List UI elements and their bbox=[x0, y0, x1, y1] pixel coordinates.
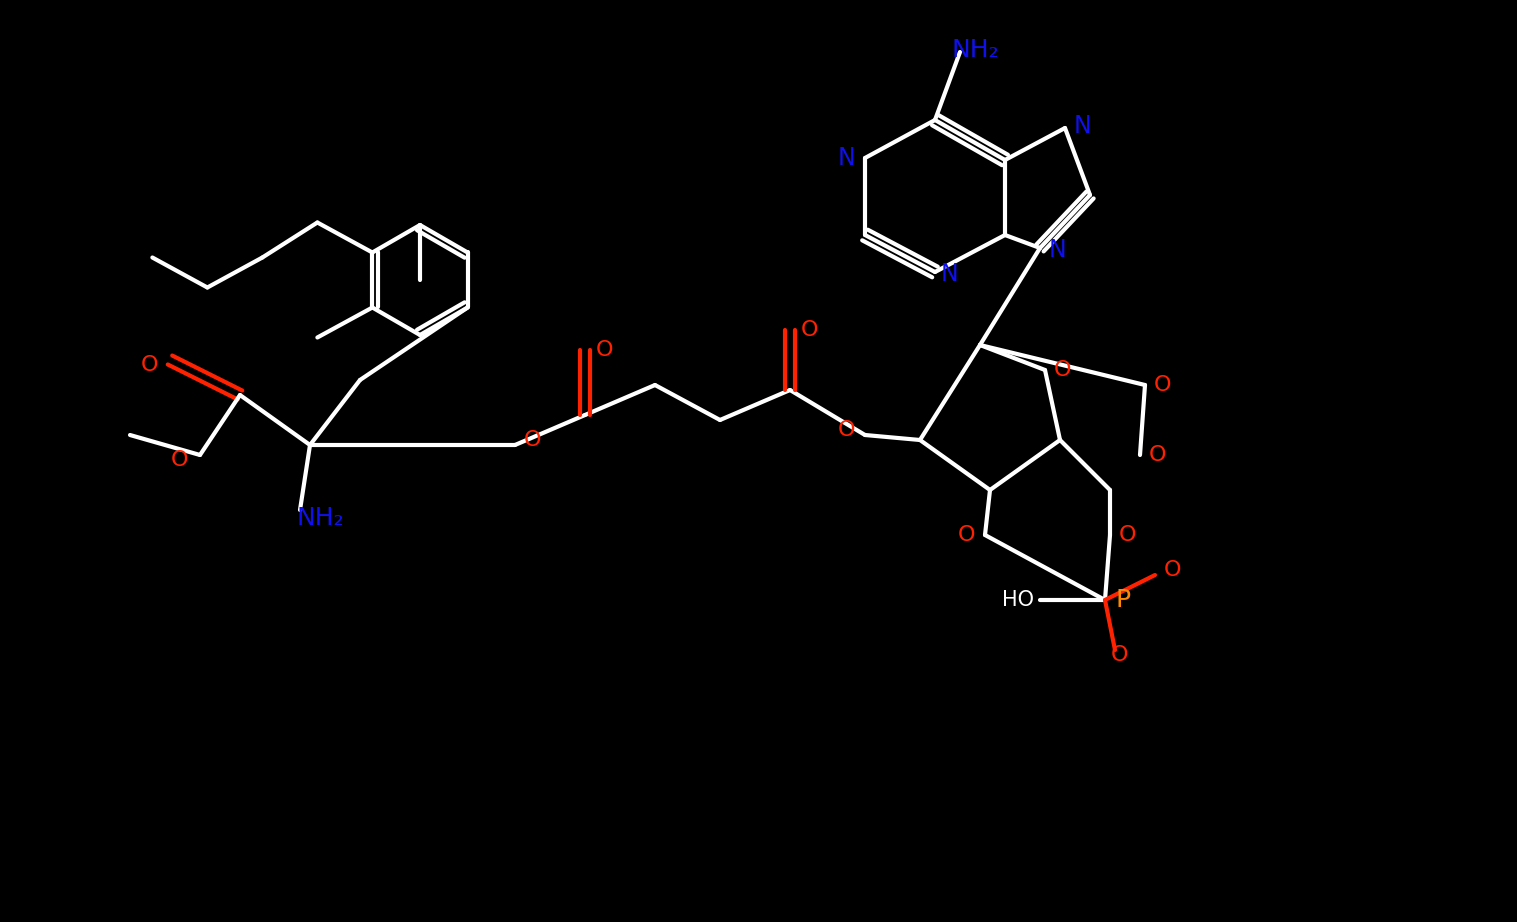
Text: O: O bbox=[1164, 560, 1182, 580]
Text: O: O bbox=[171, 450, 188, 470]
Text: N: N bbox=[1050, 238, 1066, 262]
Text: NH₂: NH₂ bbox=[296, 506, 344, 530]
Text: O: O bbox=[141, 355, 159, 375]
Text: O: O bbox=[839, 420, 856, 440]
Text: O: O bbox=[1154, 375, 1171, 395]
Text: O: O bbox=[959, 525, 975, 545]
Text: O: O bbox=[1120, 525, 1136, 545]
Text: HO: HO bbox=[1003, 590, 1035, 610]
Text: N: N bbox=[1074, 114, 1092, 138]
Text: N: N bbox=[941, 262, 959, 286]
Text: P: P bbox=[1115, 588, 1130, 612]
Text: O: O bbox=[1112, 645, 1129, 665]
Text: O: O bbox=[525, 430, 542, 450]
Text: O: O bbox=[1150, 445, 1167, 465]
Text: O: O bbox=[801, 320, 819, 340]
Text: NH₂: NH₂ bbox=[951, 38, 998, 62]
Text: O: O bbox=[596, 340, 614, 360]
Text: N: N bbox=[837, 146, 856, 170]
Text: O: O bbox=[1054, 360, 1071, 380]
